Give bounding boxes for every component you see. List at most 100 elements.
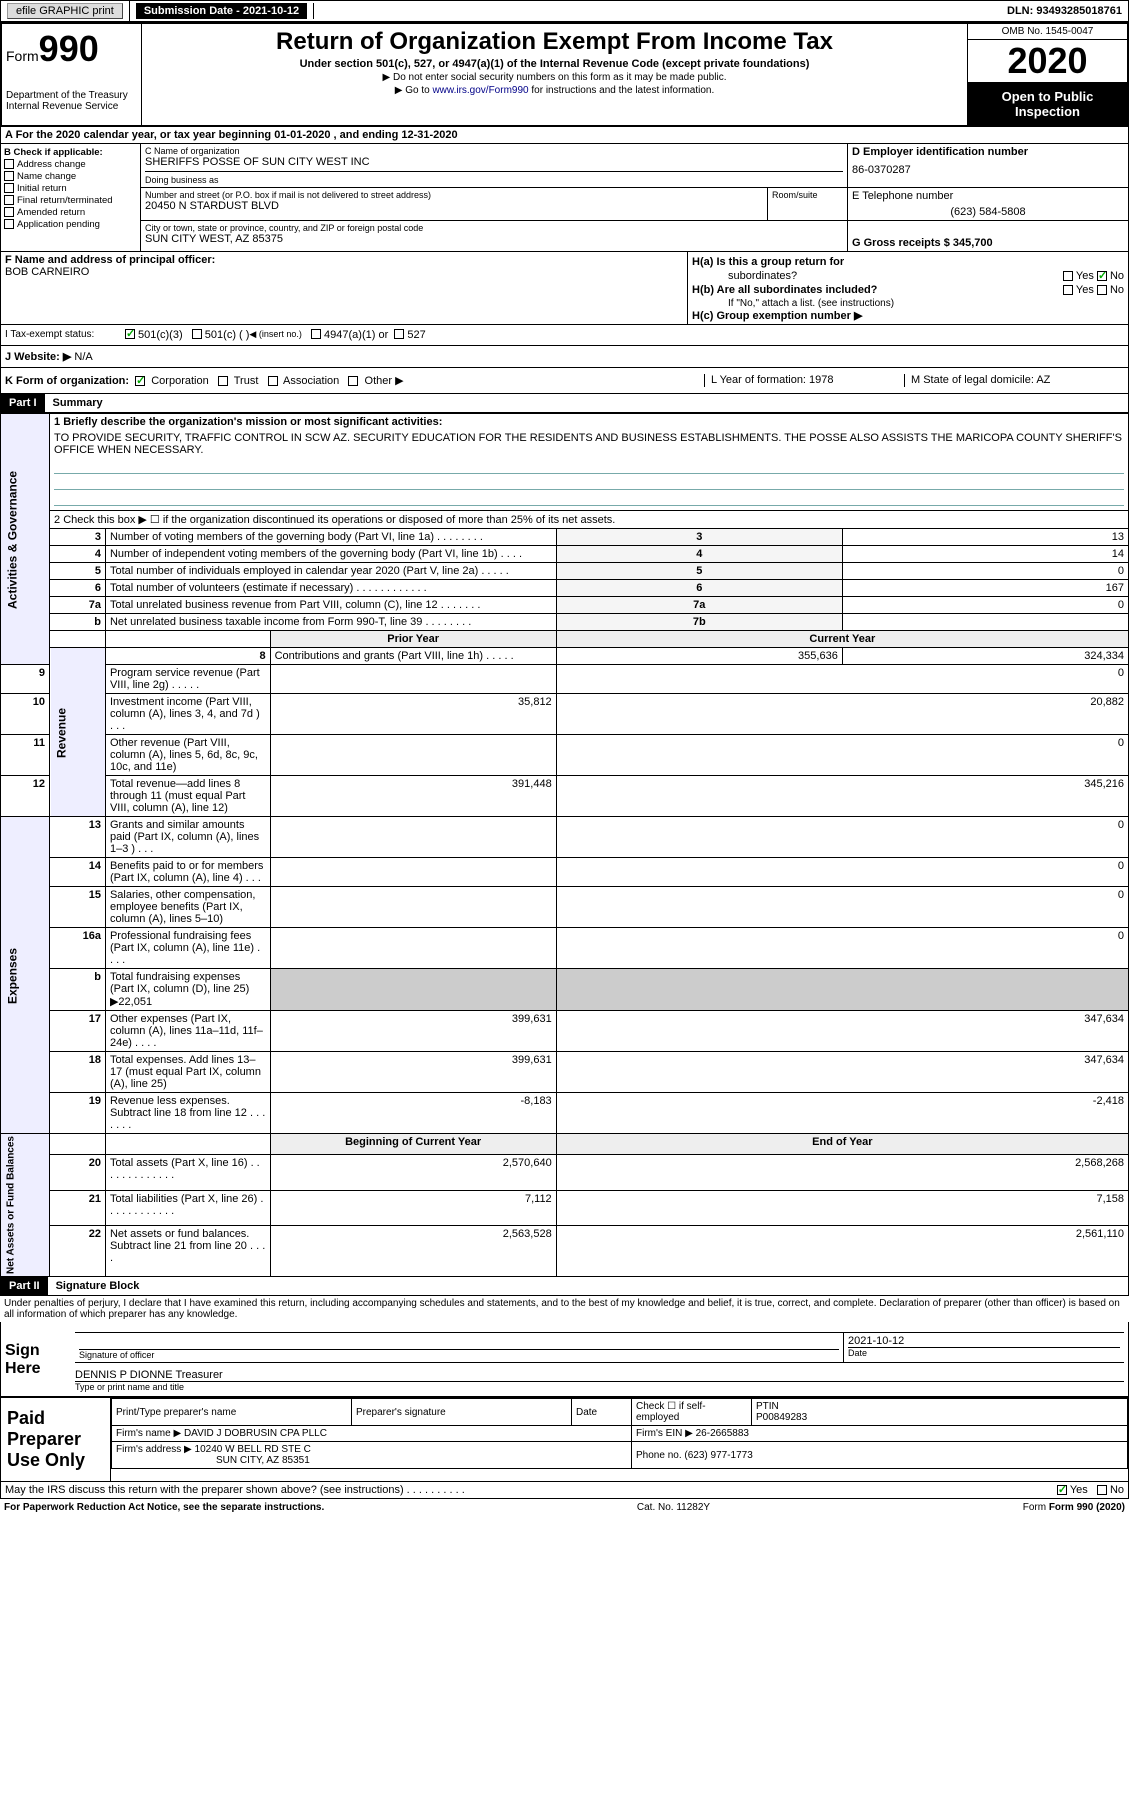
cb-amended[interactable]: Amended return xyxy=(4,207,137,218)
ein-label: D Employer identification number xyxy=(852,146,1124,158)
cb-501c[interactable] xyxy=(192,329,202,339)
firm-phone-cell: Phone no. (623) 977-1773 xyxy=(632,1442,1128,1469)
firm-name-cell: Firm's name ▶ DAVID J DOBRUSIN CPA PLLC xyxy=(112,1426,632,1442)
gross-receipts-box: G Gross receipts $ 345,700 xyxy=(848,221,1128,251)
line-num: 4 xyxy=(50,546,106,563)
mission-text: TO PROVIDE SECURITY, TRAFFIC CONTROL IN … xyxy=(54,432,1124,456)
line-num: 17 xyxy=(50,1011,106,1052)
hb-note: If "No," attach a list. (see instruction… xyxy=(692,298,1124,309)
cb-4947[interactable] xyxy=(311,329,321,339)
form-number-box: Form990 xyxy=(6,28,137,70)
cb-name-change[interactable]: Name change xyxy=(4,171,137,182)
end-year-header: End of Year xyxy=(556,1134,1128,1155)
opt-4947: 4947(a)(1) or xyxy=(324,329,388,341)
row-a-text: A For the 2020 calendar year, or tax yea… xyxy=(5,129,458,141)
current-val: 0 xyxy=(556,858,1128,887)
firm-addr-value: 10240 W BELL RD STE C xyxy=(195,1444,311,1455)
city-value: SUN CITY WEST, AZ 85375 xyxy=(145,233,843,245)
expense-row: b Total fundraising expenses (Part IX, c… xyxy=(1,969,1129,1011)
cb-address-change[interactable]: Address change xyxy=(4,159,137,170)
current-val: 0 xyxy=(556,665,1128,694)
revenue-row: 9 Program service revenue (Part VIII, li… xyxy=(1,665,1129,694)
hb-no-cb[interactable] xyxy=(1097,285,1107,295)
balance-row: 22 Net assets or fund balances. Subtract… xyxy=(1,1226,1129,1277)
top-bar: efile GRAPHIC print Submission Date - 20… xyxy=(0,0,1129,22)
no-label: No xyxy=(1110,284,1124,296)
balance-row: 20 Total assets (Part X, line 16) . . . … xyxy=(1,1154,1129,1190)
room-label: Room/suite xyxy=(772,190,843,200)
line-num: 16a xyxy=(50,928,106,969)
dba-label: Doing business as xyxy=(145,175,843,185)
line-num: 22 xyxy=(50,1226,106,1277)
box-num: 7a xyxy=(556,597,842,614)
activity-row: 6 Total number of volunteers (estimate i… xyxy=(1,580,1129,597)
form-footer: Form Form 990 (2020) xyxy=(1023,1502,1125,1513)
no-label: No xyxy=(1110,270,1124,282)
prep-print-name-label: Print/Type preparer's name xyxy=(112,1399,352,1426)
klm-row: K Form of organization: Corporation Trus… xyxy=(0,368,1129,394)
activity-row: 7a Total unrelated business revenue from… xyxy=(1,597,1129,614)
paperwork-notice: For Paperwork Reduction Act Notice, see … xyxy=(4,1502,324,1513)
line-desc: Total fundraising expenses (Part IX, col… xyxy=(105,969,270,1011)
line-desc: Contributions and grants (Part VIII, lin… xyxy=(270,648,556,665)
irs-link[interactable]: www.irs.gov/Form990 xyxy=(432,85,528,96)
cb-corp[interactable] xyxy=(135,376,145,386)
firm-ein-value: 26-2665883 xyxy=(696,1428,749,1439)
yes-label: Yes xyxy=(1076,270,1094,282)
open-public-badge: Open to Public Inspection xyxy=(968,83,1127,125)
line-desc: Total revenue—add lines 8 through 11 (mu… xyxy=(105,776,270,817)
opt-trust: Trust xyxy=(234,375,259,387)
prior-val: 355,636 xyxy=(556,648,842,665)
cb-527[interactable] xyxy=(394,329,404,339)
discuss-no-cb[interactable] xyxy=(1097,1485,1107,1495)
yes-label: Yes xyxy=(1076,284,1094,296)
line-desc: Net unrelated business taxable income fr… xyxy=(105,614,556,631)
line-desc: Total unrelated business revenue from Pa… xyxy=(105,597,556,614)
form-instruction-1: ▶ Do not enter social security numbers o… xyxy=(146,72,963,83)
efile-button[interactable]: efile GRAPHIC print xyxy=(7,3,123,19)
cb-assoc[interactable] xyxy=(268,376,278,386)
ha-yes-cb[interactable] xyxy=(1063,271,1073,281)
cb-initial-return[interactable]: Initial return xyxy=(4,183,137,194)
opt-501c: 501(c) ( ) xyxy=(205,329,250,341)
opt-corp: Corporation xyxy=(151,375,208,387)
box-num: 6 xyxy=(556,580,842,597)
cb-application-pending[interactable]: Application pending xyxy=(4,219,137,230)
opt-insert: ◀ (insert no.) xyxy=(249,329,301,341)
box-num: 5 xyxy=(556,563,842,580)
activity-row: 3 Number of voting members of the govern… xyxy=(1,529,1129,546)
line-num: 6 xyxy=(50,580,106,597)
line-desc: Total number of individuals employed in … xyxy=(105,563,556,580)
preparer-table: Print/Type preparer's name Preparer's si… xyxy=(111,1398,1128,1469)
line-desc: Other revenue (Part VIII, column (A), li… xyxy=(105,735,270,776)
hb-yes-cb[interactable] xyxy=(1063,285,1073,295)
prep-check-label: Check ☐ if self-employed xyxy=(632,1399,752,1426)
inst2-post: for instructions and the latest informat… xyxy=(529,85,715,96)
cb-label: Final return/terminated xyxy=(17,195,113,206)
prior-val xyxy=(270,887,556,928)
cb-501c3[interactable] xyxy=(125,329,135,339)
ein-box: D Employer identification number 86-0370… xyxy=(848,144,1128,188)
prior-val: 391,448 xyxy=(270,776,556,817)
opt-501c3: 501(c)(3) xyxy=(138,329,183,341)
form-center: Return of Organization Exempt From Incom… xyxy=(142,24,967,125)
cb-trust[interactable] xyxy=(218,376,228,386)
discuss-yes-cb[interactable] xyxy=(1057,1485,1067,1495)
line-desc: Professional fundraising fees (Part IX, … xyxy=(105,928,270,969)
vert-activities: Activities & Governance xyxy=(1,414,50,665)
cb-final-return[interactable]: Final return/terminated xyxy=(4,195,137,206)
f-name: BOB CARNEIRO xyxy=(5,266,683,278)
form-subtitle: Under section 501(c), 527, or 4947(a)(1)… xyxy=(146,58,963,70)
balance-row: 21 Total liabilities (Part X, line 26) .… xyxy=(1,1190,1129,1226)
spacer xyxy=(50,631,106,648)
part2-header: Part II xyxy=(1,1277,48,1295)
ha-no-cb[interactable] xyxy=(1097,271,1107,281)
spacer xyxy=(50,1134,106,1155)
row-a-tax-year: A For the 2020 calendar year, or tax yea… xyxy=(0,127,1129,144)
sig-name-label: Type or print name and title xyxy=(75,1381,1124,1392)
cb-other[interactable] xyxy=(348,376,358,386)
line-num: b xyxy=(50,614,106,631)
spacer xyxy=(105,631,270,648)
line-desc: Total number of volunteers (estimate if … xyxy=(105,580,556,597)
sign-here-label: Sign Here xyxy=(5,1332,75,1392)
